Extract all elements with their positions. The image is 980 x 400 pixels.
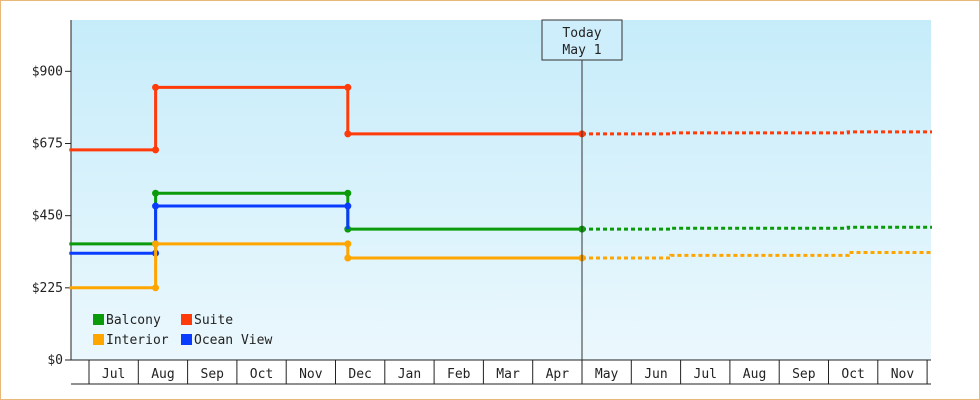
- y-tick-label: $0: [47, 353, 63, 368]
- series-point: [344, 202, 352, 210]
- legend-swatch: [181, 334, 192, 345]
- legend-swatch: [93, 334, 104, 345]
- series-point: [152, 240, 160, 248]
- today-marker: Today May 1: [541, 19, 623, 360]
- month-label: Oct: [250, 367, 273, 382]
- legend-label: Balcony: [106, 313, 161, 328]
- series-point: [344, 130, 352, 138]
- month-label: Jun: [644, 367, 667, 382]
- y-tick-label: $900: [32, 64, 63, 79]
- legend: Balcony Suite Interior Ocean View: [93, 313, 272, 348]
- month-label: Jan: [398, 367, 421, 382]
- month-label: Oct: [841, 367, 864, 382]
- axes-layer: $0 $225 $450 $675 $900 Jul Aug Sep Oct Nov Dec Jan F…: [32, 20, 931, 385]
- month-label: Mar: [496, 367, 520, 382]
- month-label: Sep: [792, 367, 816, 382]
- series-point: [152, 284, 160, 292]
- series-point: [152, 189, 160, 197]
- series-point: [344, 240, 352, 248]
- legend-label: Suite: [194, 313, 233, 328]
- series-forecast-line: [582, 251, 932, 260]
- month-label: Nov: [299, 367, 323, 382]
- y-tick-label: $450: [32, 209, 63, 224]
- legend-label: Interior: [106, 333, 169, 348]
- month-label: Dec: [348, 367, 371, 382]
- series-point: [152, 202, 160, 210]
- series-layer: [69, 83, 932, 292]
- month-label: Sep: [201, 367, 225, 382]
- today-label-box: [541, 19, 623, 61]
- month-label: Feb: [447, 367, 471, 382]
- series-point: [152, 83, 160, 91]
- legend-swatch: [93, 314, 104, 325]
- series-point: [344, 254, 352, 262]
- series-point: [344, 225, 352, 233]
- series-line: [69, 85, 582, 152]
- month-label: Apr: [546, 367, 570, 382]
- legend-swatch: [181, 314, 192, 325]
- month-label: Aug: [151, 367, 174, 382]
- month-label: Jul: [694, 367, 717, 382]
- series-line: [69, 242, 582, 290]
- series-point: [344, 83, 352, 91]
- month-label: Nov: [891, 367, 915, 382]
- series-forecast-line: [582, 130, 932, 136]
- plot-area: [71, 20, 931, 360]
- month-label: May: [595, 367, 619, 382]
- series-line: [69, 191, 582, 246]
- y-tick-label: $225: [32, 281, 63, 296]
- today-date: May 1: [562, 43, 601, 58]
- series-point: [152, 146, 160, 154]
- y-tick-label: $675: [32, 136, 63, 151]
- series-forecast-line: [582, 225, 932, 231]
- series-point: [344, 189, 352, 197]
- month-label: Aug: [743, 367, 766, 382]
- legend-label: Ocean View: [194, 333, 272, 348]
- today-label: Today: [562, 26, 601, 41]
- month-label: Jul: [102, 367, 125, 382]
